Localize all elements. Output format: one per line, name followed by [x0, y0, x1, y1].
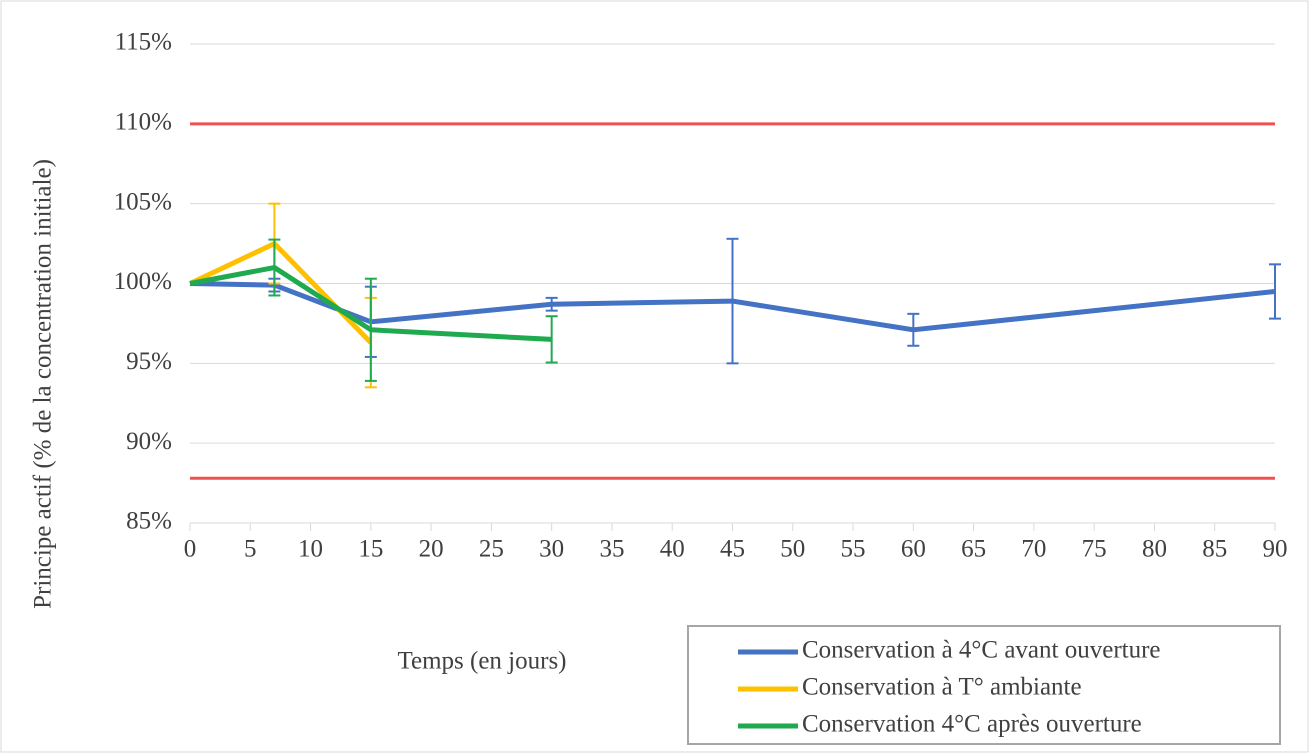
error-bar — [545, 315, 558, 364]
legend-label: Conservation à T° ambiante — [802, 674, 1082, 701]
error-bar — [545, 296, 558, 312]
x-axis-title: Temps (en jours) — [397, 648, 566, 675]
legend-label: Conservation 4°C après ouverture — [802, 711, 1142, 738]
x-tick-label: 20 — [419, 536, 444, 563]
y-tick-label: 105% — [114, 188, 172, 215]
x-tick-label: 90 — [1263, 536, 1288, 563]
x-tick-label: 25 — [479, 536, 504, 563]
y-tick-label: 95% — [126, 348, 172, 375]
series-line — [189, 265, 552, 342]
x-tick-label: 55 — [841, 536, 866, 563]
x-tick-label: 35 — [599, 536, 624, 563]
error-bar — [907, 312, 920, 347]
x-tick-label: 75 — [1082, 536, 1107, 563]
x-tick-label: 40 — [660, 536, 685, 563]
x-tick-label: 65 — [961, 536, 986, 563]
y-tick-label: 85% — [126, 508, 172, 535]
x-tick-label: 85 — [1202, 536, 1227, 563]
error-bar — [268, 238, 281, 297]
x-tick-label: 80 — [1142, 536, 1167, 563]
x-tick-label: 60 — [901, 536, 926, 563]
x-tick-label: 50 — [780, 536, 805, 563]
x-tick-label: 10 — [298, 536, 323, 563]
error-bar — [1269, 263, 1281, 320]
y-axis-title: Principe actif (% de la concentration in… — [30, 159, 57, 609]
legend-label: Conservation à 4°C avant ouverture — [802, 637, 1161, 664]
y-tick-label: 110% — [115, 109, 172, 136]
x-tick-label: 0 — [184, 536, 197, 563]
x-tick-label: 45 — [720, 536, 745, 563]
y-tick-label: 90% — [126, 428, 172, 455]
x-tick-label: 70 — [1021, 536, 1046, 563]
y-tick-label: 100% — [114, 268, 172, 295]
error-bar — [726, 237, 739, 365]
y-tick-label: 115% — [115, 29, 172, 56]
x-tick-label: 15 — [358, 536, 383, 563]
x-tick-label: 30 — [539, 536, 564, 563]
x-tick-label: 5 — [244, 536, 257, 563]
error-bar — [364, 277, 377, 382]
